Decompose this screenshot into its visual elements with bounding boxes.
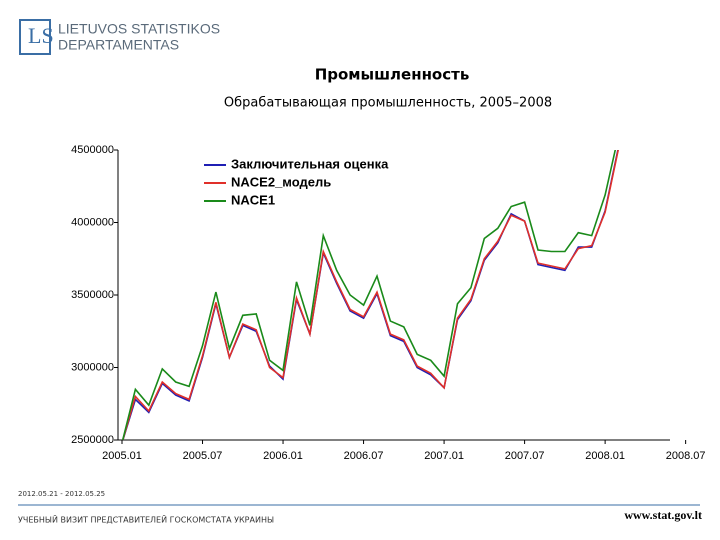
svg-text:LS: LS <box>28 23 54 48</box>
x-tick-label: 2005.01 <box>102 450 142 462</box>
x-tick-label: 2005.07 <box>183 450 223 462</box>
y-tick-label: 4000000 <box>71 216 114 228</box>
footer-dates: 2012.05.21 - 2012.05.25 <box>18 490 105 498</box>
x-tick-label: 2006.01 <box>263 450 303 462</box>
title: Промышленность <box>315 66 470 84</box>
footer-url: www.stat.gov.lt <box>624 508 702 522</box>
y-tick-label: 3500000 <box>71 289 114 301</box>
logo: LS <box>19 19 54 55</box>
y-tick-label: 4500000 <box>71 144 114 156</box>
series-line <box>122 150 619 440</box>
series-line <box>121 150 617 440</box>
x-tick-label: 2007.07 <box>505 450 545 462</box>
x-tick-label: 2006.07 <box>344 450 384 462</box>
logo-text: LIETUVOS STATISTIKOS <box>58 21 220 37</box>
x-tick-label: 2008.01 <box>585 450 625 462</box>
subtitle: Обрабатывающая промышленность, 2005–2008 <box>224 96 552 111</box>
y-tick-label: 2500000 <box>71 434 114 446</box>
x-tick-label: 2007.01 <box>424 450 464 462</box>
legend-label: NACE2_модель <box>231 174 331 189</box>
legend-label: Заключительная оценка <box>231 156 389 171</box>
legend-label: NACE1 <box>231 192 275 207</box>
footer-event: УЧЕБНЫЙ ВИЗИТ ПРЕДСТАВИТЕЛЕЙ ГОСКОМСТАТА… <box>18 514 274 525</box>
series-line <box>122 150 620 440</box>
plot <box>121 150 620 440</box>
x-tick-label: 2008.07 <box>666 450 706 462</box>
y-tick-label: 3000000 <box>71 361 114 373</box>
logo-text: DEPARTAMENTAS <box>58 37 179 53</box>
